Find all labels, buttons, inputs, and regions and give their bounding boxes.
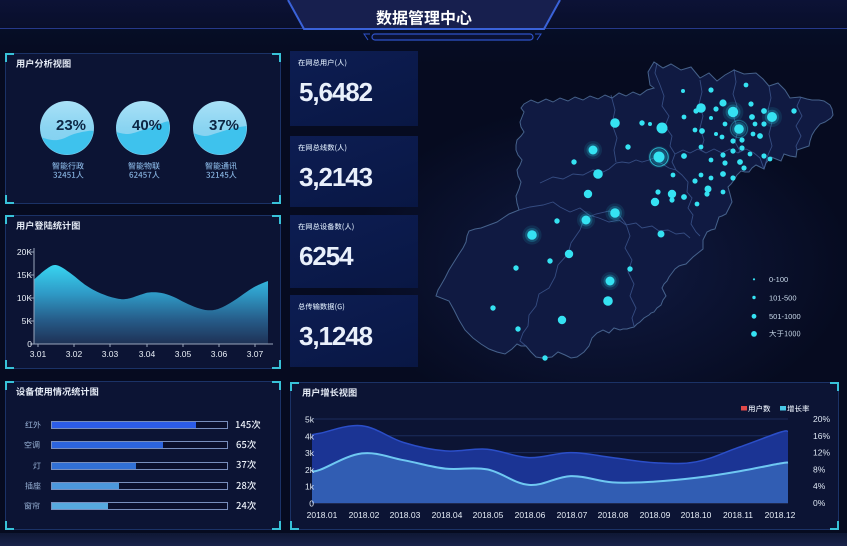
svg-text:3.07: 3.07: [247, 349, 264, 359]
svg-text:2018.01: 2018.01: [307, 510, 338, 520]
svg-text:501-1000: 501-1000: [769, 312, 801, 321]
svg-text:20%: 20%: [813, 414, 830, 424]
svg-text:2018.09: 2018.09: [640, 510, 671, 520]
svg-text:0: 0: [27, 339, 32, 349]
svg-text:20K: 20K: [17, 247, 32, 257]
svg-text:2018.07: 2018.07: [557, 510, 588, 520]
svg-text:3.04: 3.04: [139, 349, 156, 359]
svg-text:4%: 4%: [813, 481, 826, 491]
svg-text:3.05: 3.05: [175, 349, 192, 359]
svg-text:8%: 8%: [813, 464, 826, 474]
svg-text:2018.12: 2018.12: [765, 510, 796, 520]
svg-text:12%: 12%: [813, 448, 830, 458]
svg-text:2018.11: 2018.11: [723, 510, 753, 520]
svg-text:3.02: 3.02: [66, 349, 83, 359]
svg-text:2k: 2k: [305, 465, 315, 475]
svg-text:5K: 5K: [22, 316, 33, 326]
svg-text:0-100: 0-100: [769, 275, 788, 284]
svg-text:4k: 4k: [305, 431, 315, 441]
svg-text:2018.04: 2018.04: [432, 510, 463, 520]
svg-text:101-500: 101-500: [769, 293, 797, 302]
svg-text:0%: 0%: [813, 498, 826, 508]
svg-text:2018.10: 2018.10: [681, 510, 712, 520]
svg-text:2018.08: 2018.08: [598, 510, 629, 520]
svg-text:10K: 10K: [17, 293, 32, 303]
svg-text:2018.05: 2018.05: [473, 510, 504, 520]
svg-text:3.03: 3.03: [102, 349, 119, 359]
svg-text:5k: 5k: [305, 415, 315, 425]
svg-text:15K: 15K: [17, 270, 32, 280]
svg-text:3.06: 3.06: [211, 349, 228, 359]
svg-text:2018.02: 2018.02: [349, 510, 380, 520]
svg-text:1k: 1k: [305, 482, 315, 492]
svg-text:3.01: 3.01: [30, 349, 47, 359]
svg-text:0: 0: [309, 499, 314, 509]
svg-text:2018.06: 2018.06: [515, 510, 546, 520]
svg-text:2018.03: 2018.03: [390, 510, 421, 520]
svg-text:16%: 16%: [813, 431, 830, 441]
svg-text:3k: 3k: [305, 448, 315, 458]
